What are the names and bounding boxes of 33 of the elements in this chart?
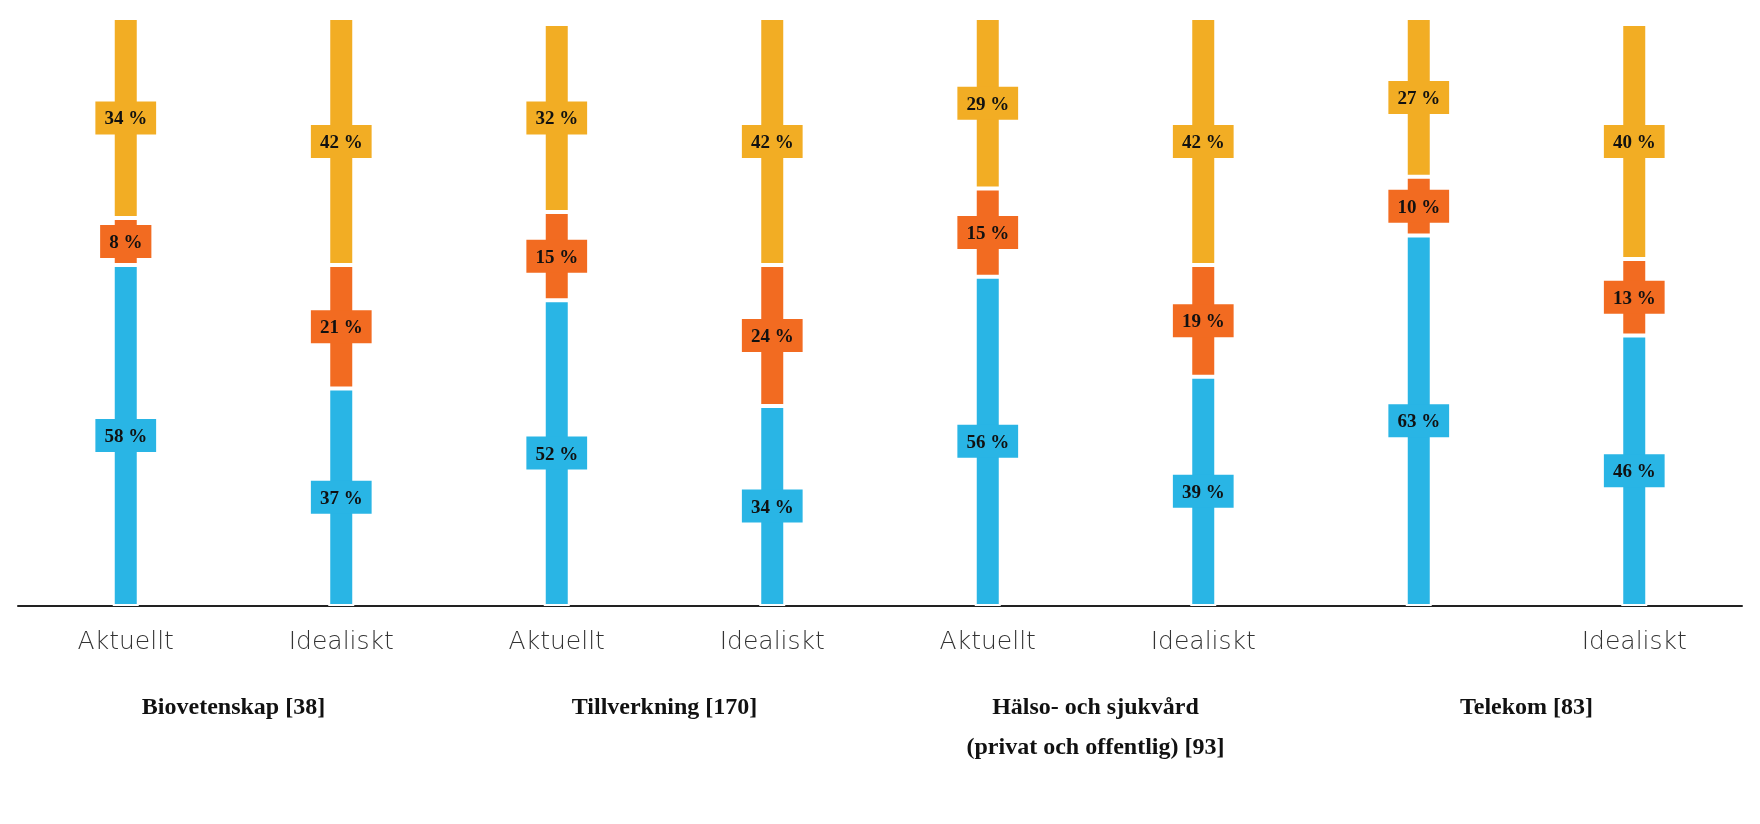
data-label: 42 % — [319, 130, 363, 152]
data-label: 19 % — [1181, 310, 1225, 332]
data-label: 29 % — [966, 92, 1010, 114]
data-label: 34 % — [104, 107, 148, 129]
text: Biovetenskap [38] — [141, 693, 326, 719]
data-label: 58 % — [104, 424, 148, 446]
text: Hälso- och sjukvård (privat och offentlig) [93] — [966, 693, 1225, 759]
x-tick-label: Idealiskt — [1581, 626, 1687, 655]
data-label: 24 % — [750, 325, 794, 347]
data-label: 13 % — [1612, 286, 1656, 308]
x-tick-label: Aktuellt — [77, 626, 174, 655]
data-label: 56 % — [966, 430, 1010, 452]
data-label: 46 % — [1612, 460, 1656, 482]
data-label: 37 % — [319, 486, 363, 508]
data-label: 40 % — [1612, 130, 1656, 152]
data-label: 39 % — [1181, 480, 1225, 502]
text: Tillverkning [170] — [571, 693, 758, 719]
x-tick-label: Aktuellt — [508, 626, 605, 655]
x-tick-label: Aktuellt — [939, 626, 1036, 655]
data-label: 15 % — [535, 245, 579, 267]
data-label: 27 % — [1397, 86, 1441, 108]
data-label: 21 % — [319, 316, 363, 338]
x-tick-label: Idealiskt — [719, 626, 825, 655]
x-tick-label: Idealiskt — [288, 626, 394, 655]
data-label: 32 % — [535, 107, 579, 129]
x-tick-label: Idealiskt — [1150, 626, 1256, 655]
data-label: 42 % — [750, 130, 794, 152]
data-label: 15 % — [966, 222, 1010, 244]
text: Telekom [83] — [1459, 693, 1594, 719]
data-label: 63 % — [1397, 410, 1441, 432]
data-label: 52 % — [535, 442, 579, 464]
data-label: 42 % — [1181, 130, 1225, 152]
data-label: 34 % — [750, 495, 794, 517]
